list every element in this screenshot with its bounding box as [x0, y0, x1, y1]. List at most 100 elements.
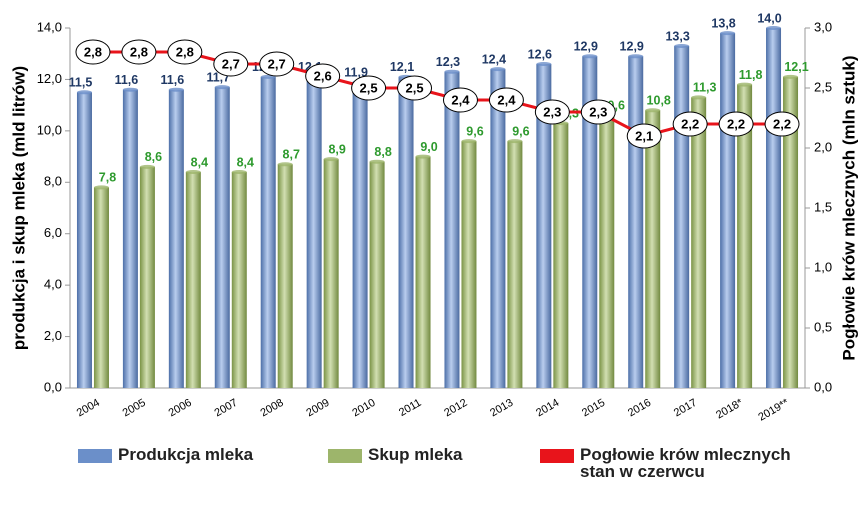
bar-top — [720, 31, 736, 36]
data-label: 12,9 — [620, 40, 644, 54]
bar-top — [645, 108, 661, 113]
bar-top — [277, 162, 293, 167]
x-tick-label: 2017 — [672, 397, 699, 420]
bar — [139, 166, 155, 388]
y-tick-label: 8,0 — [44, 174, 62, 189]
bar — [783, 76, 799, 388]
y-tick-label: 4,0 — [44, 277, 62, 292]
line — [92, 50, 783, 138]
bar-top — [444, 69, 460, 74]
y-tick-label: 12,0 — [37, 71, 62, 86]
legend-item: Produkcja mleka — [78, 446, 253, 463]
point-marker — [764, 111, 800, 137]
bar-top — [93, 185, 109, 190]
bar — [645, 110, 661, 389]
bar — [306, 76, 322, 388]
data-label: 8,9 — [328, 142, 345, 156]
data-label: 14,0 — [757, 11, 781, 25]
legend: Produkcja mleka Skup mleka Pogłowie krów m… — [0, 446, 862, 506]
bar — [352, 82, 368, 388]
bar — [323, 159, 339, 388]
data-label: 12,6 — [528, 47, 552, 61]
chart: produkcja i skup mleka (mld litrów) Pogł… — [9, 11, 858, 423]
point-marker — [718, 111, 754, 137]
y2-tick-label: 2,5 — [814, 79, 832, 94]
point-label: 2,2 — [727, 116, 745, 131]
bar — [76, 92, 92, 389]
point-marker — [672, 111, 708, 137]
data-label: 8,8 — [374, 145, 391, 159]
y2-tick-label: 0,5 — [814, 319, 832, 334]
bar-top — [536, 62, 552, 66]
bar — [461, 141, 477, 388]
legend-swatch — [78, 449, 112, 463]
point-label: 2,6 — [314, 68, 332, 83]
data-label: 8,4 — [237, 155, 254, 169]
x-tick-label: 2015 — [580, 397, 607, 420]
y-tick-label: 14,0 — [37, 19, 62, 34]
bar-top — [231, 170, 247, 174]
data-label: 12,1 — [390, 60, 414, 74]
bar — [168, 89, 184, 388]
legend-label: Produkcja mleka — [118, 445, 254, 464]
bar — [93, 187, 109, 388]
x-tick-label: 2016 — [626, 397, 653, 420]
bar-top — [415, 154, 431, 159]
x-tick-label: 2005 — [121, 397, 148, 420]
point-label: 2,4 — [497, 92, 516, 107]
bar — [599, 115, 615, 388]
data-label: 7,8 — [99, 171, 116, 185]
legend-label: Pogłowie krów mlecznych stan w czerwcu — [580, 445, 791, 481]
bar-top — [507, 139, 523, 144]
point-label: 2,2 — [773, 116, 791, 131]
data-label: 12,9 — [574, 40, 598, 54]
bar — [369, 161, 385, 388]
point-label: 2,5 — [405, 80, 423, 95]
bar — [277, 164, 293, 388]
bar-top — [783, 74, 799, 79]
bar — [415, 156, 431, 388]
data-label: 11,3 — [693, 81, 717, 95]
bar-top — [674, 44, 690, 48]
bar — [766, 28, 782, 388]
legend-swatch — [540, 449, 574, 463]
legend-label: Skup mleka — [368, 445, 463, 464]
point-marker — [580, 99, 616, 125]
x-tick-label: 2019** — [756, 396, 791, 423]
data-label: 12,4 — [482, 52, 506, 66]
x-tick-label: 2013 — [488, 397, 515, 420]
point-label: 2,8 — [176, 44, 194, 59]
point-marker — [626, 123, 662, 149]
y-tick-label: 6,0 — [44, 225, 62, 240]
data-label: 11,5 — [69, 76, 93, 90]
bar — [691, 97, 707, 388]
y2-tick-label: 1,5 — [814, 199, 832, 214]
data-label: 8,7 — [283, 148, 300, 162]
bar-top — [461, 139, 477, 144]
point-marker — [534, 99, 570, 125]
point-label: 2,4 — [451, 92, 470, 107]
legend-item: Skup mleka — [328, 446, 463, 463]
data-label: 13,8 — [711, 16, 735, 30]
data-label: 8,4 — [191, 155, 208, 169]
x-tick-label: 2006 — [167, 397, 194, 420]
bar-top — [691, 95, 707, 100]
bar — [214, 87, 230, 389]
bar-top — [168, 87, 184, 92]
point-marker — [351, 75, 387, 101]
data-label: 12,3 — [436, 55, 460, 69]
bar-top — [139, 164, 155, 169]
point-marker — [167, 39, 203, 65]
point-marker — [488, 87, 524, 113]
point-label: 2,1 — [635, 128, 653, 143]
bar — [398, 76, 414, 388]
data-label: 9,6 — [512, 124, 529, 138]
bar-top — [582, 54, 598, 59]
bar-top — [76, 90, 92, 95]
bar-top — [185, 170, 201, 174]
legend-swatch — [328, 449, 362, 463]
x-tick-label: 2018* — [714, 396, 746, 421]
data-label: 12,1 — [784, 60, 808, 74]
data-label: 13,3 — [665, 29, 689, 43]
